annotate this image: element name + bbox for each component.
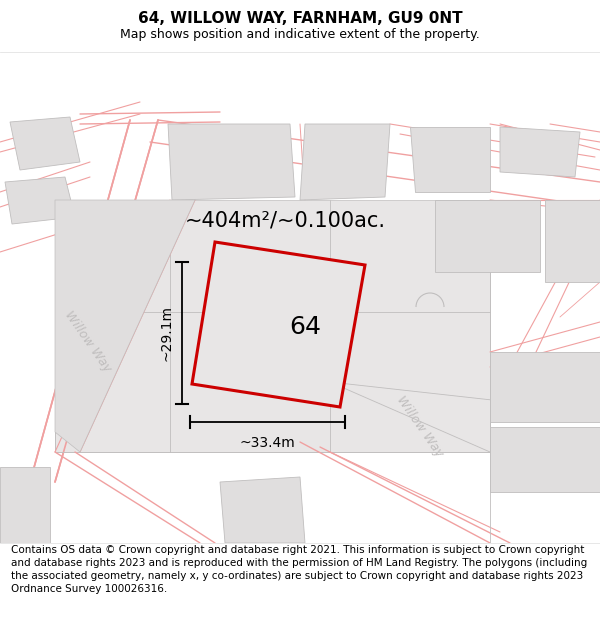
Polygon shape	[192, 242, 365, 407]
Polygon shape	[410, 127, 490, 192]
Text: ~33.4m: ~33.4m	[239, 436, 295, 450]
Polygon shape	[220, 477, 305, 543]
Text: ~404m²/~0.100ac.: ~404m²/~0.100ac.	[185, 210, 386, 230]
Text: Willow Way: Willow Way	[62, 309, 114, 375]
Polygon shape	[0, 467, 50, 543]
Polygon shape	[435, 200, 540, 272]
Text: ~29.1m: ~29.1m	[159, 305, 173, 361]
Text: Contains OS data © Crown copyright and database right 2021. This information is : Contains OS data © Crown copyright and d…	[11, 546, 587, 594]
Polygon shape	[545, 200, 600, 282]
Polygon shape	[490, 352, 600, 422]
Polygon shape	[55, 200, 195, 452]
Polygon shape	[490, 427, 600, 492]
Polygon shape	[168, 124, 295, 200]
Polygon shape	[500, 127, 580, 177]
Text: 64, WILLOW WAY, FARNHAM, GU9 0NT: 64, WILLOW WAY, FARNHAM, GU9 0NT	[137, 11, 463, 26]
Text: 64: 64	[289, 315, 321, 339]
Polygon shape	[300, 124, 390, 200]
Text: Map shows position and indicative extent of the property.: Map shows position and indicative extent…	[120, 28, 480, 41]
Polygon shape	[10, 117, 80, 170]
Polygon shape	[55, 200, 490, 452]
Text: Willow Way: Willow Way	[394, 394, 446, 460]
Polygon shape	[5, 177, 75, 224]
